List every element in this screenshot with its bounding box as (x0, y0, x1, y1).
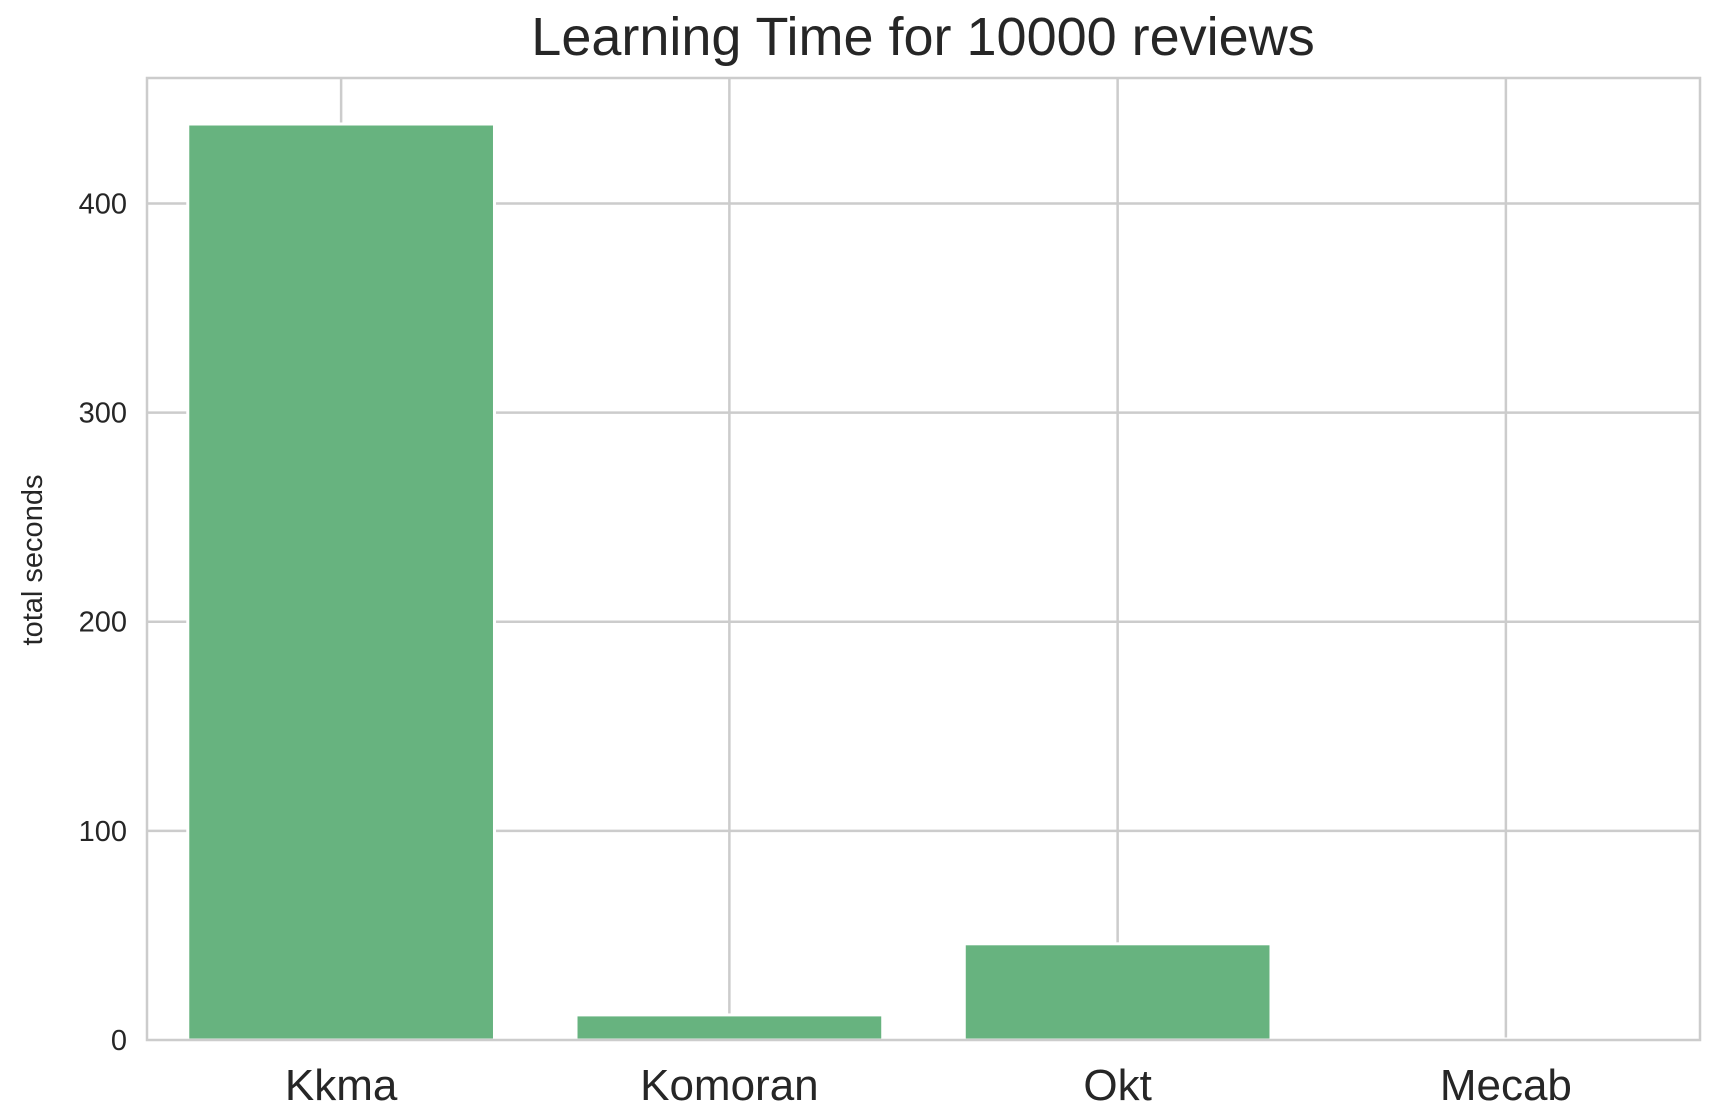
y-tick-label: 200 (79, 607, 127, 639)
axes-frame (145, 76, 1702, 1042)
x-tick-label: Mecab (1440, 1061, 1572, 1110)
bar-komoran (574, 1013, 885, 1042)
y-tick-label: 0 (111, 1025, 127, 1057)
bar-kkma (186, 122, 496, 1042)
y-tick-labels: 0 100 200 300 400 (79, 188, 127, 1057)
y-tick-label: 300 (79, 398, 127, 430)
x-tick-label: Okt (1083, 1061, 1151, 1110)
bar-okt (962, 942, 1273, 1042)
x-tick-label: Komoran (640, 1061, 819, 1110)
y-tick-label: 100 (79, 816, 127, 848)
bars (186, 122, 1661, 1042)
axes-border (145, 76, 1702, 1042)
y-axis-label: total seconds (17, 475, 49, 646)
y-tick-label: 400 (79, 188, 127, 220)
x-tick-label: Kkma (285, 1061, 398, 1110)
x-tick-labels: Kkma Komoran Okt Mecab (285, 1061, 1572, 1110)
chart-title: Learning Time for 10000 reviews (531, 7, 1314, 67)
